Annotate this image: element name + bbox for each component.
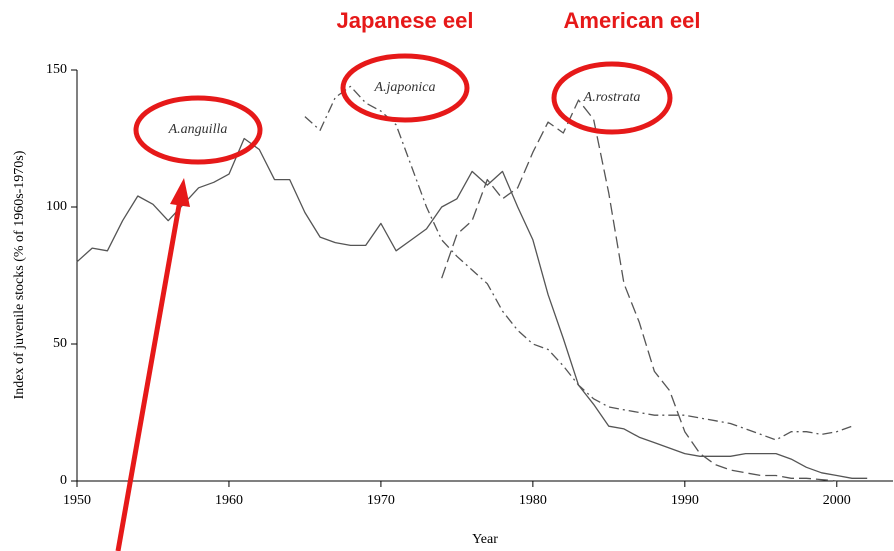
x-tick-label: 1990	[671, 493, 699, 508]
series-label: A.anguilla	[168, 122, 228, 137]
x-axis-label: Year	[472, 532, 498, 547]
x-tick-label: 2000	[823, 493, 851, 508]
x-tick-label: 1960	[215, 493, 243, 508]
annotation: American eel	[564, 8, 701, 33]
plot: 0 50 100 150 1950 1960 1970 1980 1990 2000 A.angui…	[46, 62, 893, 508]
highlight-ellipse	[340, 53, 470, 123]
y-tick-label: 100	[46, 199, 67, 214]
annotation: Japanese eel	[337, 8, 474, 33]
x-tick-label: 1950	[63, 493, 91, 508]
arrow	[115, 199, 183, 551]
y-tick-label: 0	[60, 473, 67, 488]
arrow-head	[170, 178, 190, 207]
highlights	[115, 53, 673, 551]
highlight-ellipse	[133, 95, 263, 165]
x-tick-label: 1980	[519, 493, 547, 508]
series-line	[304, 85, 853, 441]
series-label: A.rostrata	[583, 90, 641, 105]
y-tick-label: 150	[46, 62, 67, 77]
series-line	[76, 137, 868, 479]
x-tick-label: 1970	[367, 493, 395, 508]
series-line	[441, 99, 837, 482]
highlight-ellipse	[551, 61, 673, 135]
y-axis-label: Index of juvenile stocks (% of 1960s-197…	[12, 150, 27, 399]
y-tick-label: 50	[53, 336, 67, 351]
series-label: A.japonica	[373, 80, 435, 95]
